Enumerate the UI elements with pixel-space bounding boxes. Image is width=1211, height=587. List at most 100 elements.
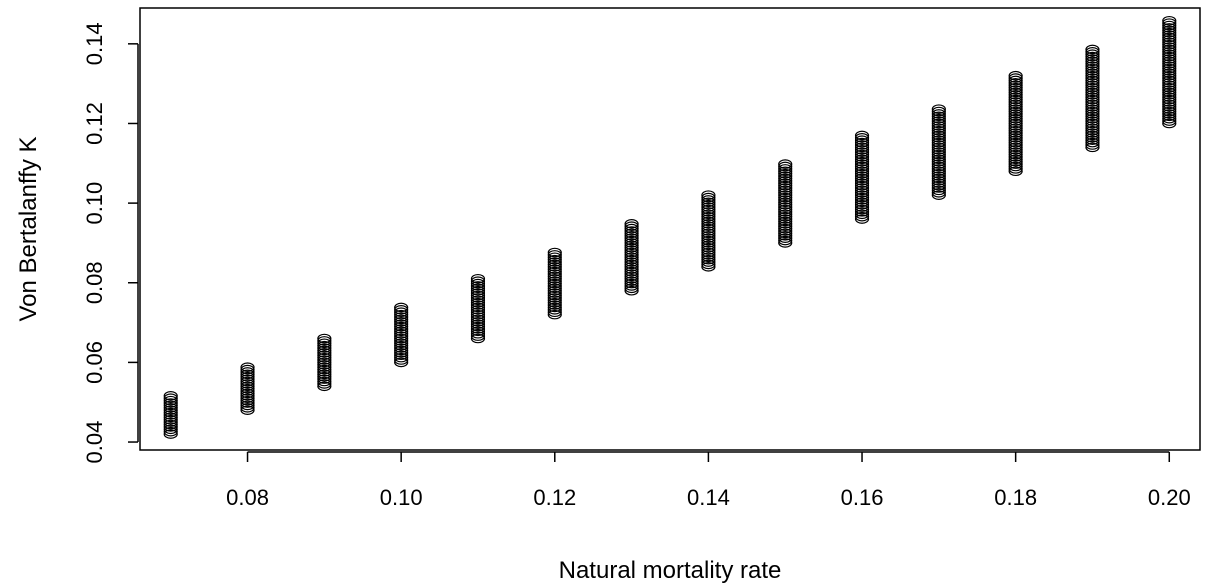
data-point: [1085, 92, 1100, 102]
data-point: [1008, 113, 1023, 124]
data-point: [624, 219, 639, 229]
data-point: [317, 379, 332, 389]
data-point: [1162, 42, 1177, 52]
data-point: [240, 364, 255, 375]
data-point: [470, 293, 486, 303]
y-tick-label: 0.08: [82, 261, 107, 304]
data-point: [163, 400, 178, 411]
data-point: [470, 307, 486, 318]
data-point: [624, 285, 639, 296]
x-axis: 0.08 0.10 0.12 0.14 0.16 0.18 0.20: [226, 451, 1191, 510]
data-point: [624, 266, 639, 277]
data-point: [240, 371, 255, 382]
data-point: [1085, 111, 1100, 122]
data-point: [931, 152, 946, 162]
data-point: [701, 259, 716, 270]
data-point: [854, 137, 870, 148]
data-point: [317, 359, 332, 370]
data-point: [1085, 61, 1100, 71]
data-point: [547, 276, 562, 286]
data-point: [624, 247, 639, 258]
data-point: [470, 312, 486, 322]
data-point: [1085, 116, 1100, 126]
data-point: [470, 326, 486, 337]
data-point: [854, 192, 870, 203]
data-point: [470, 321, 486, 332]
data-point: [470, 278, 486, 289]
data-point: [470, 324, 486, 334]
data-point: [1085, 137, 1100, 148]
data-point: [163, 398, 178, 408]
data-point: [1162, 80, 1177, 91]
data-point: [778, 176, 793, 186]
data-point: [854, 171, 870, 181]
data-point: [931, 128, 946, 138]
x-tick-label: 0.20: [1148, 485, 1191, 510]
data-point: [854, 187, 870, 198]
data-point: [931, 133, 946, 143]
data-point: [778, 207, 793, 217]
data-point: [1085, 106, 1100, 117]
data-point: [1162, 25, 1177, 36]
x-axis-title: Natural mortality rate: [559, 557, 782, 584]
data-points: [163, 15, 1177, 439]
data-point: [1162, 109, 1177, 119]
x-tick-label: 0.12: [533, 485, 576, 510]
data-point: [317, 338, 332, 349]
data-point: [1085, 133, 1100, 143]
data-point: [394, 314, 409, 325]
data-point: [1085, 123, 1100, 134]
data-point: [317, 343, 332, 353]
data-point: [240, 362, 255, 372]
data-point: [547, 297, 562, 308]
data-point: [854, 149, 870, 160]
data-point: [1008, 144, 1023, 155]
data-point: [854, 173, 870, 184]
data-point: [778, 197, 793, 208]
data-point: [778, 183, 793, 193]
data-point: [1162, 63, 1177, 74]
y-tick-label: 0.14: [82, 22, 107, 65]
data-point: [547, 290, 562, 301]
data-point: [163, 395, 178, 406]
x-tick-label: 0.14: [687, 485, 730, 510]
data-point: [163, 424, 178, 435]
data-point: [394, 336, 409, 346]
data-point: [1008, 118, 1023, 129]
data-point: [1162, 49, 1177, 59]
data-point: [394, 309, 409, 320]
y-tick-label: 0.04: [82, 421, 107, 464]
data-point: [1162, 35, 1177, 45]
data-point: [778, 214, 793, 224]
data-point: [1162, 97, 1177, 107]
data-point: [1008, 161, 1023, 172]
data-point: [778, 199, 793, 210]
data-point: [1085, 85, 1100, 95]
data-point: [1162, 27, 1177, 38]
data-point: [624, 240, 639, 251]
data-point: [701, 216, 716, 227]
data-point: [1008, 166, 1023, 177]
data-point: [931, 187, 946, 198]
data-point: [1085, 58, 1100, 69]
data-point: [317, 369, 332, 380]
data-point: [701, 223, 716, 234]
data-point: [701, 197, 716, 208]
data-point: [778, 180, 793, 191]
data-point: [1008, 116, 1023, 126]
data-point: [1085, 121, 1100, 131]
data-point: [1085, 101, 1100, 112]
data-point: [470, 314, 486, 325]
data-point: [931, 183, 946, 193]
data-point: [1162, 32, 1177, 43]
data-point: [1008, 101, 1023, 112]
data-point: [1162, 94, 1177, 105]
data-point: [931, 109, 946, 119]
data-point: [1162, 51, 1177, 62]
data-point: [854, 180, 870, 191]
data-point: [624, 257, 639, 267]
data-point: [778, 204, 793, 215]
data-point: [931, 173, 946, 184]
data-point: [1008, 80, 1023, 91]
data-point: [240, 383, 255, 394]
